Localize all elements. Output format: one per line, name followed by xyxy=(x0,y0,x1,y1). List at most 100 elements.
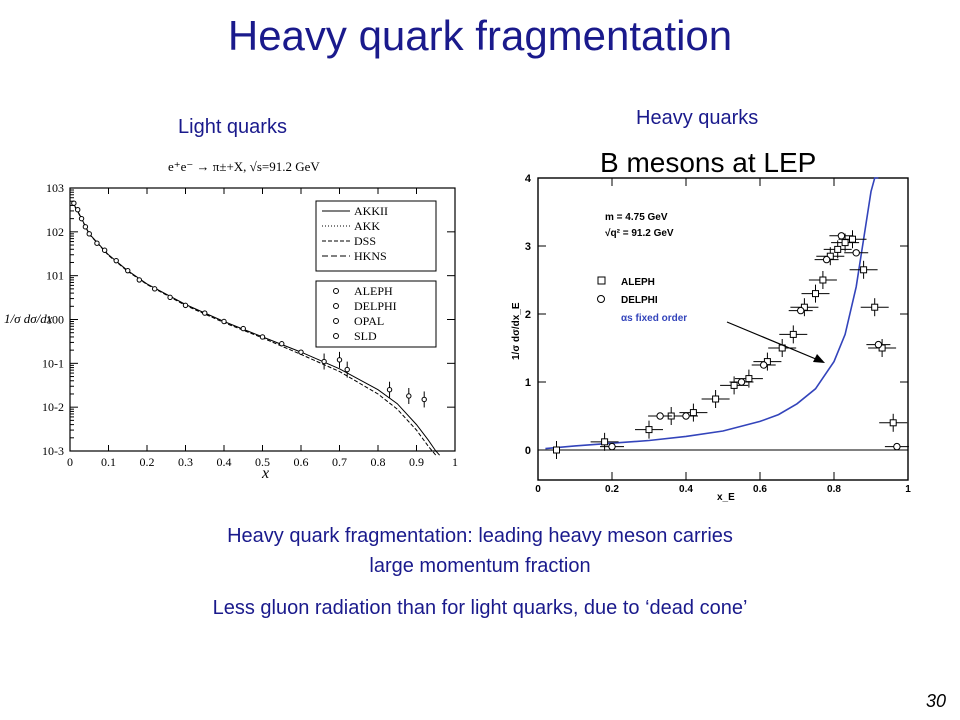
x-tick-label: 0.6 xyxy=(294,455,309,469)
data-point xyxy=(240,325,246,332)
data-point xyxy=(82,224,89,230)
x-tick-label: 0.6 xyxy=(753,484,767,495)
fixed-order-curve xyxy=(545,177,879,450)
data-point xyxy=(78,215,85,222)
aleph-point xyxy=(745,375,753,383)
x-tick-label: 0 xyxy=(535,484,541,495)
data-point xyxy=(113,257,119,264)
x-tick-label: 0.2 xyxy=(140,455,155,469)
page-number: 30 xyxy=(925,691,946,711)
x-tick-label: 0.8 xyxy=(371,455,386,469)
x-axis-label: x xyxy=(261,465,269,482)
x-tick-label: 0.2 xyxy=(605,484,619,495)
parameter-annotation: m = 4.75 GeV xyxy=(605,212,668,223)
legend-label: ALEPH xyxy=(621,277,655,288)
delphi-point xyxy=(822,255,831,264)
data-point xyxy=(421,396,427,403)
data-point xyxy=(152,286,158,292)
data-point xyxy=(321,358,327,365)
delphi-point xyxy=(874,340,883,349)
delphi-point xyxy=(837,232,846,240)
x-tick-label: 0.3 xyxy=(178,455,193,469)
slide-title: Heavy quark fragmentation xyxy=(227,12,733,59)
data-point xyxy=(75,206,81,213)
arrow-head-icon xyxy=(813,354,825,363)
delphi-point xyxy=(760,361,768,369)
y-tick-label: 4 xyxy=(525,173,532,185)
y-tick-label: 100 xyxy=(46,313,64,327)
legend-label: DELPHI xyxy=(354,299,397,313)
data-point xyxy=(221,318,227,325)
aleph-point xyxy=(849,235,856,243)
legend-label: AKKII xyxy=(354,204,388,218)
delphi-point xyxy=(893,442,901,451)
aleph-point xyxy=(841,239,849,247)
legend-box-curves xyxy=(315,200,437,272)
aleph-point xyxy=(812,290,819,298)
data-point xyxy=(94,240,100,246)
aleph-point xyxy=(645,426,653,434)
delphi-point xyxy=(852,249,860,257)
y-axis-label: 1/σ dσ/dx xyxy=(4,311,53,326)
aleph-point xyxy=(730,381,738,389)
data-point xyxy=(259,334,266,340)
legend-label: αs fixed order xyxy=(621,313,687,324)
aleph-point xyxy=(689,409,697,417)
data-point xyxy=(344,366,350,373)
legend-marker xyxy=(333,288,339,294)
caption-line-1: Heavy quark fragmentation: leading heavy… xyxy=(227,525,733,547)
legend-label: OPAL xyxy=(354,314,384,328)
legend-label: AKK xyxy=(354,219,380,233)
delphi-legend-marker xyxy=(597,295,605,303)
x-tick-label: 0.5 xyxy=(255,455,270,469)
delphi-point xyxy=(682,412,690,420)
light-quarks-label: Light quarks xyxy=(178,116,287,138)
aleph-point xyxy=(712,395,720,403)
x-tick-label: 0.4 xyxy=(217,455,232,469)
delphi-point xyxy=(797,306,805,315)
delphi-point xyxy=(656,412,664,420)
caption-line-3: Less gluon radiation than for light quar… xyxy=(212,597,748,619)
legend-marker xyxy=(333,303,339,309)
legend-label: DSS xyxy=(354,234,376,248)
delphi-point xyxy=(608,442,616,451)
data-point xyxy=(202,310,208,316)
aleph-point xyxy=(601,438,609,446)
parameter-annotation: √q² = 91.2 GeV xyxy=(605,228,674,239)
data-point xyxy=(406,393,412,399)
y-tick-label: 10-1 xyxy=(42,356,64,370)
b-meson-fragmentation-chart: B mesons at LEP 0 0.2 0.4 0.6 0.8 1 0 1 2 3 4 m = … xyxy=(511,147,911,503)
data-point xyxy=(101,247,108,253)
y-tick-label: 1 xyxy=(525,377,531,389)
y-tick-label: 103 xyxy=(46,181,64,195)
aleph-point xyxy=(889,419,897,427)
aleph-point xyxy=(871,303,879,311)
y-tick-label: 10-3 xyxy=(42,444,64,458)
heavy-quarks-label: Heavy quarks xyxy=(636,107,759,129)
chart-title: B mesons at LEP xyxy=(600,147,816,178)
annotation-arrow xyxy=(726,321,824,363)
chart-title: e⁺e⁻ → π±+X, √s=91.2 GeV xyxy=(168,159,320,174)
x-tick-label: 1 xyxy=(905,484,911,495)
y-tick-label: 0 xyxy=(525,445,531,457)
aleph-point xyxy=(789,330,797,338)
y-axis-label: 1/σ dσ/dx_E xyxy=(511,302,522,360)
legend-label: ALEPH xyxy=(354,284,393,298)
aleph-point xyxy=(819,276,827,284)
y-tick-label: 102 xyxy=(46,225,64,239)
y-tick-label: 101 xyxy=(46,269,64,283)
x-tick-label: 0 xyxy=(67,455,73,469)
delphi-point xyxy=(737,378,746,386)
aleph-point xyxy=(834,245,842,253)
x-tick-label: 0.1 xyxy=(101,455,116,469)
data-point xyxy=(386,387,393,393)
legend-marker xyxy=(333,318,339,324)
data-point xyxy=(298,349,304,355)
data-point xyxy=(336,357,343,363)
y-tick-label: 2 xyxy=(525,309,531,321)
y-tick-label: 10-2 xyxy=(42,400,64,414)
aleph-legend-marker xyxy=(597,276,606,285)
plot-frame xyxy=(537,177,909,481)
legend-label: SLD xyxy=(354,329,377,343)
caption-line-2: large momentum fraction xyxy=(369,555,591,577)
